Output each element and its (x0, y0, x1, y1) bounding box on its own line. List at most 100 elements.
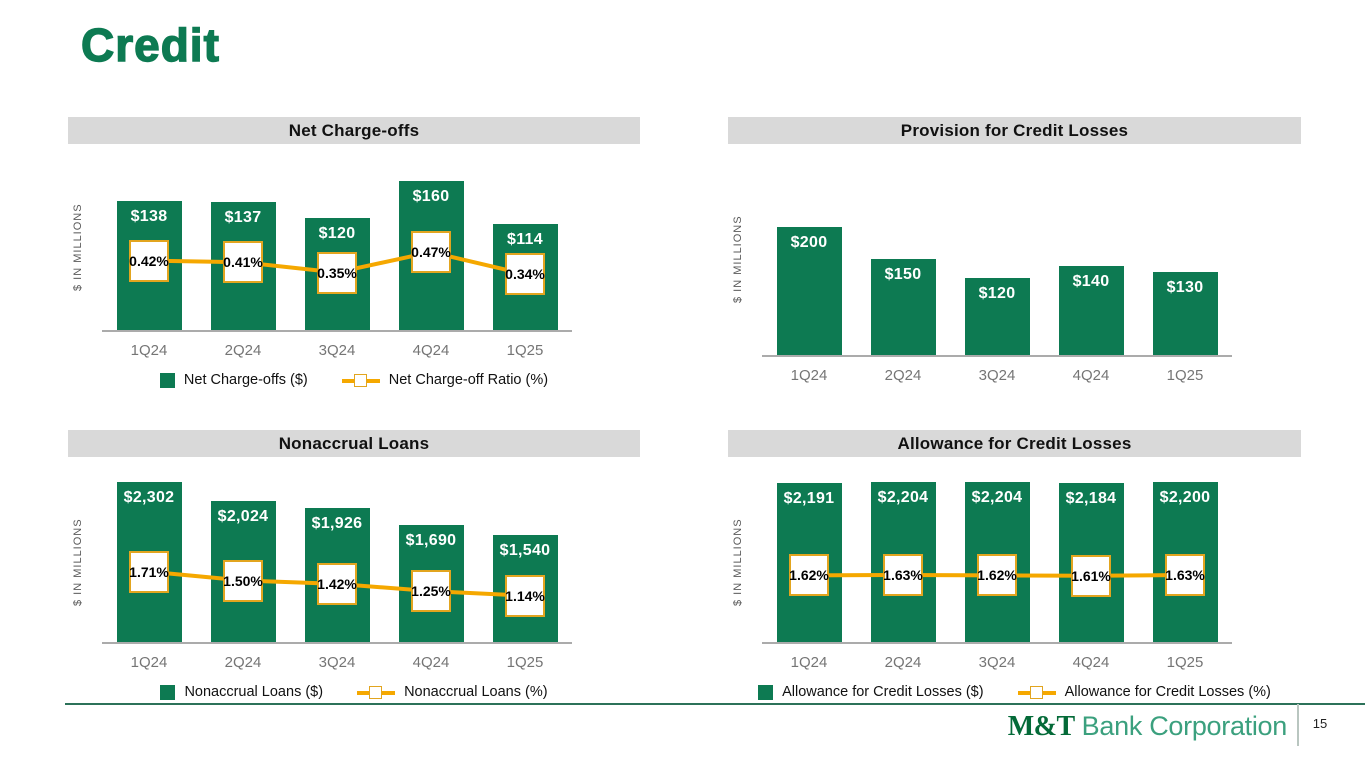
bar-value-label: $150 (884, 266, 922, 284)
ratio-marker-1Q24: 0.42% (129, 239, 169, 282)
y-axis-label: $ IN MILLIONS (72, 518, 84, 607)
ratio-marker-1Q24: 1.62% (789, 554, 829, 597)
ratio-marker-1Q25: 0.34% (505, 253, 545, 296)
footer-rule (65, 703, 1365, 705)
logo-bank-corporation-text: Bank Corporation (1081, 711, 1288, 741)
bar-value-label: $2,200 (1159, 489, 1211, 507)
bar-value-label: $1,926 (311, 515, 363, 533)
plot-area: $2,191 $2,204 $2,204 $2,184 $2,200 1.62% 1.63%… (762, 481, 1232, 644)
bar-1Q25: $2,200 (1152, 482, 1218, 642)
ratio-marker-3Q24: 1.62% (977, 554, 1017, 597)
legend-item-line: Nonaccrual Loans (%) (357, 684, 548, 700)
chart-panel-provision-for-credit-losses: Provision for Credit Losses $ IN MILLIONS… (728, 117, 1301, 432)
bar-value-label: $130 (1166, 278, 1204, 296)
ratio-value-label: 1.61% (1071, 567, 1111, 584)
ratio-marker-4Q24: 1.61% (1071, 554, 1111, 597)
bar-value-label: $2,204 (971, 489, 1023, 506)
bar-value-label: $137 (224, 209, 262, 226)
bar-value-label: $114 (507, 230, 543, 248)
legend: Nonaccrual Loans ($) Nonaccrual Loans (%) (68, 684, 640, 700)
legend-label: Nonaccrual Loans ($) (184, 684, 324, 700)
ratio-marker-2Q24: 1.63% (883, 554, 923, 596)
ratio-value-label: 0.47% (411, 244, 451, 261)
chart-title-band: Nonaccrual Loans (68, 430, 640, 457)
legend-label: Allowance for Credit Losses (%) (1064, 684, 1271, 700)
footer-divider (1297, 704, 1299, 746)
ratio-marker-1Q25: 1.14% (505, 574, 545, 617)
ratio-value-label: 1.71% (129, 563, 169, 580)
x-axis-label: 2Q24 (884, 654, 922, 671)
chart-title-band: Provision for Credit Losses (728, 117, 1301, 144)
x-axis-label: 4Q24 (412, 654, 450, 671)
legend-label: Allowance for Credit Losses ($) (782, 684, 984, 700)
chart-title: Net Charge-offs (288, 120, 420, 140)
chart-title: Provision for Credit Losses (900, 120, 1129, 140)
x-axis-label: 3Q24 (978, 367, 1016, 384)
bar-value-label: $200 (790, 234, 828, 252)
x-axis-label: 1Q24 (130, 342, 168, 359)
x-axis-label: 1Q24 (130, 654, 168, 671)
bar-1Q24: $200 (776, 227, 842, 355)
legend-line-marker-icon (341, 373, 380, 388)
legend: Net Charge-offs ($) Net Charge-off Ratio … (68, 372, 640, 388)
chart-panel-allowance-for-credit-losses: Allowance for Credit Losses $ IN MILLIONS… (728, 430, 1301, 719)
ratio-value-label: 0.34% (505, 266, 545, 283)
plot-area: $2,302 $2,024 $1,926 $1,690 $1,540 1.71% 1.50%… (102, 481, 572, 644)
x-axis-label: 1Q25 (1166, 654, 1204, 671)
bar-3Q24: $120 (964, 278, 1030, 355)
x-axis: 1Q24 2Q24 3Q24 4Q24 1Q25 (102, 342, 572, 359)
ratio-line (148, 250, 526, 277)
chart-title: Allowance for Credit Losses (897, 433, 1132, 453)
ratio-value-label: 1.63% (1165, 567, 1205, 583)
legend-item-bar: Nonaccrual Loans ($) (160, 684, 323, 700)
legend: Allowance for Credit Losses ($) Allowance… (728, 684, 1301, 700)
x-axis: 1Q24 2Q24 3Q24 4Q24 1Q25 (102, 654, 572, 671)
legend-bar-swatch-icon (160, 684, 176, 700)
x-axis-label: 1Q24 (790, 367, 828, 384)
plot-area: $138 $137 $120 $160 $114 0.42% 0.41% 0.35% 0.47%… (102, 162, 572, 332)
chart-title-band: Allowance for Credit Losses (728, 430, 1301, 457)
ratio-marker-1Q25: 1.63% (1165, 554, 1205, 596)
legend-bar-swatch-icon (159, 372, 175, 388)
chart-title: Nonaccrual Loans (278, 433, 430, 453)
x-axis-label: 3Q24 (978, 654, 1016, 671)
bar-value-label: $138 (130, 208, 168, 226)
y-axis-label: $ IN MILLIONS (732, 215, 744, 304)
page-number: 15 (1312, 716, 1328, 731)
ratio-marker-2Q24: 0.41% (223, 241, 263, 284)
ratio-marker-4Q24: 0.47% (411, 231, 451, 274)
bar-value-label: $1,540 (499, 542, 551, 559)
chart-panel-net-charge-offs: Net Charge-offs $ IN MILLIONS $138 $137 $120… (68, 117, 640, 407)
ratio-value-label: 1.50% (223, 572, 263, 589)
ratio-value-label: 1.25% (411, 583, 451, 600)
logo-mt-text: M&T (1007, 711, 1075, 742)
bar-value-label: $160 (412, 187, 450, 205)
legend-square-icon (369, 685, 383, 699)
bar-1Q25: $130 (1152, 271, 1218, 355)
ratio-marker-4Q24: 1.25% (411, 570, 451, 613)
bar-value-label: $120 (318, 224, 356, 242)
bar-2Q24: $150 (870, 259, 936, 355)
legend-label: Nonaccrual Loans (%) (404, 684, 548, 700)
x-axis-label: 3Q24 (318, 342, 356, 359)
bar-value-label: $2,204 (877, 489, 929, 506)
legend-label: Net Charge-offs ($) (183, 372, 308, 388)
legend-item-bar: Net Charge-offs ($) (159, 372, 308, 388)
x-axis-label: 1Q25 (1166, 367, 1204, 384)
bar-value-label: $2,302 (123, 489, 175, 506)
ratio-value-label: 1.14% (505, 587, 545, 604)
ratio-value-label: 0.41% (223, 254, 263, 271)
legend-square-icon (353, 373, 367, 387)
legend-line-marker-icon (1017, 685, 1056, 700)
legend-bar-swatch-icon (758, 684, 774, 700)
plot-area: $200 $150 $120 $140 $130 (762, 162, 1232, 357)
legend-item-line: Net Charge-off Ratio (%) (341, 372, 548, 388)
ratio-marker-3Q24: 0.35% (317, 251, 357, 294)
bar-value-label: $2,184 (1065, 490, 1117, 508)
x-axis-label: 4Q24 (412, 342, 450, 359)
ratio-marker-3Q24: 1.42% (317, 562, 357, 605)
ratio-value-label: 1.62% (789, 567, 829, 584)
legend-item-line: Allowance for Credit Losses (%) (1017, 684, 1271, 700)
y-axis-label: $ IN MILLIONS (72, 203, 84, 291)
